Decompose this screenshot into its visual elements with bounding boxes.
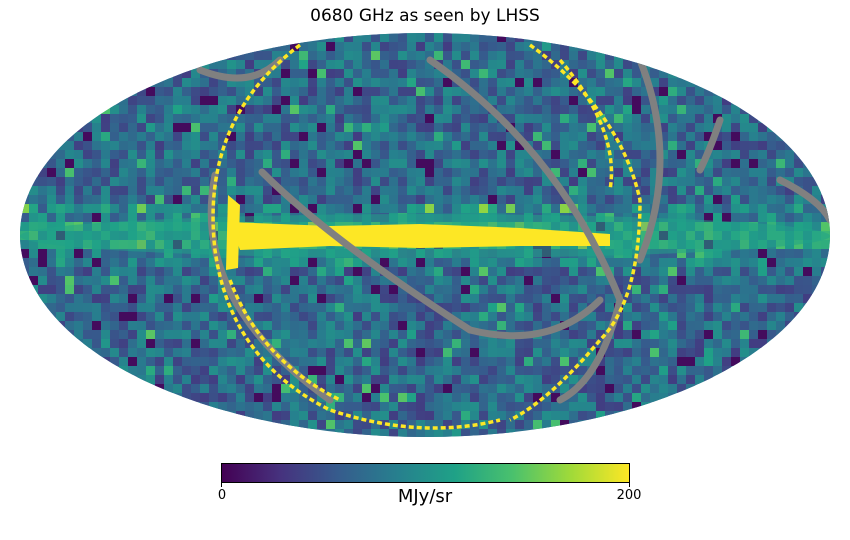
bright-scan-ring — [211, 43, 501, 430]
colorbar-tick-min — [221, 483, 222, 487]
colorbar-label: MJy/sr — [397, 486, 453, 507]
scan-gap-arc — [426, 56, 624, 404]
scan-gap-arc — [258, 168, 474, 334]
scan-gap-arc — [636, 56, 664, 264]
colorbar — [221, 463, 630, 483]
galactic-arm — [226, 195, 240, 270]
bright-scan-ring — [558, 58, 614, 191]
colorbar-tick-max — [629, 483, 630, 487]
colorbar-gradient — [222, 464, 629, 482]
bright-scan-ring — [228, 279, 341, 402]
mollweide-sky-map — [20, 33, 830, 437]
colorbar-tick-label-min: 0 — [217, 488, 227, 503]
scan-gap-arc — [466, 296, 604, 340]
bright-scan-rings — [211, 43, 642, 430]
chart-title: 0680 GHz as seen by LHSS — [310, 6, 540, 26]
scan-gap-arc — [776, 176, 830, 224]
sky-features — [20, 43, 830, 430]
bright-scan-ring — [509, 43, 642, 422]
scan-gap-arc — [696, 116, 724, 174]
colorbar-tick-label-max: 200 — [616, 488, 642, 503]
